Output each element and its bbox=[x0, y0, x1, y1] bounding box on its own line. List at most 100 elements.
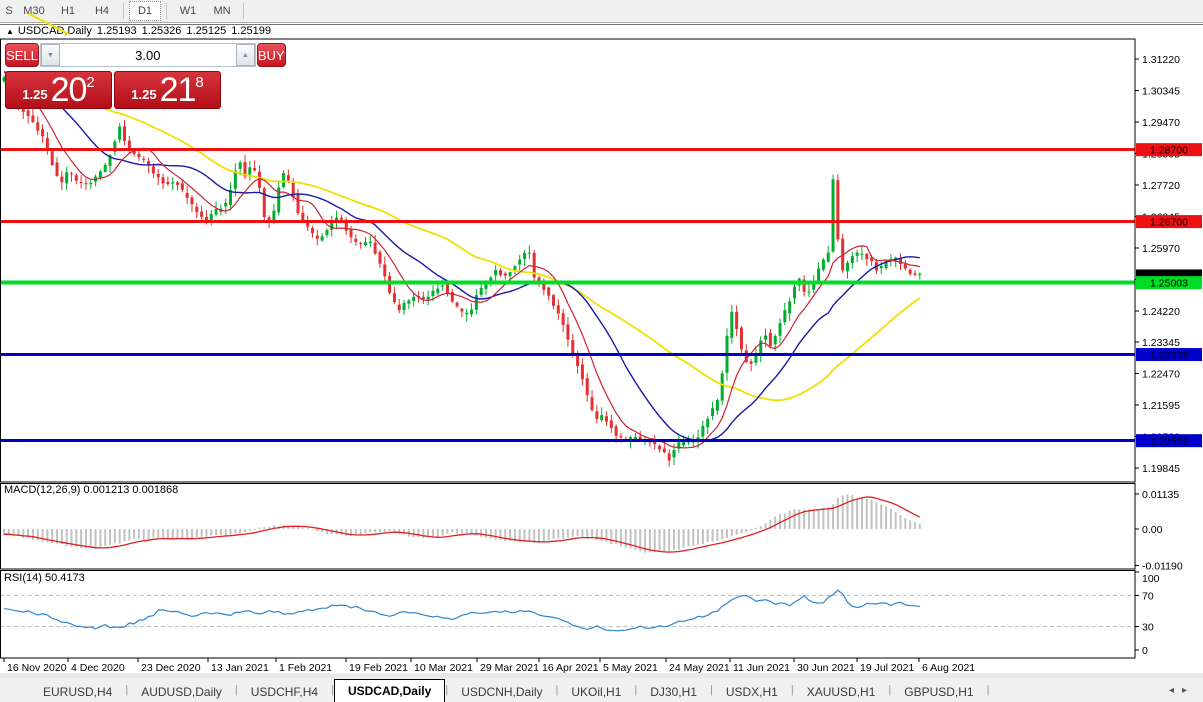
chart-symbol-title: USDCAD,Daily bbox=[17, 25, 92, 37]
macd-signal-line bbox=[3, 496, 921, 553]
y-axis-tick-label: 1.27720 bbox=[1142, 180, 1180, 192]
tab-eurusd-h4[interactable]: EURUSD,H4 bbox=[43, 685, 113, 699]
timeframe-button-h4[interactable]: H4 bbox=[94, 5, 110, 17]
toolbar-separator bbox=[123, 3, 124, 19]
macd-tick-label: 0.01135 bbox=[1142, 489, 1179, 501]
x-axis-date-label: 6 Aug 2021 bbox=[922, 662, 975, 674]
chevron-up-icon: ▲ bbox=[241, 51, 249, 59]
macd-tick-label: 0.00 bbox=[1142, 524, 1163, 536]
sell-price-big: 20 bbox=[50, 71, 88, 109]
collapse-icon[interactable]: ▲ bbox=[6, 27, 14, 36]
y-axis-tick-label: 1.31220 bbox=[1142, 54, 1180, 66]
x-axis-date-label: 24 May 2021 bbox=[669, 662, 730, 674]
price-level-label bbox=[1136, 276, 1202, 290]
x-axis-date-label: 11 Jun 2021 bbox=[733, 662, 790, 674]
ma-fast-line bbox=[3, 70, 920, 449]
rsi-tick-label: 70 bbox=[1142, 590, 1154, 602]
tab-scroll-left-icon[interactable]: ◂ bbox=[1168, 685, 1182, 696]
rsi-tick-label: 100 bbox=[1142, 573, 1160, 585]
ma-medium-line bbox=[3, 71, 920, 442]
timeframe-button-mn[interactable]: MN bbox=[213, 5, 231, 17]
tab-separator: | bbox=[986, 684, 990, 696]
x-axis-date-label: 4 Dec 2020 bbox=[71, 662, 125, 674]
tab-separator: | bbox=[331, 684, 334, 696]
panel-border bbox=[0, 38, 1136, 483]
y-axis-tick-label: 1.23345 bbox=[1142, 337, 1180, 349]
tab-usdx-h1[interactable]: USDX,H1 bbox=[725, 685, 778, 699]
tab-separator: | bbox=[634, 684, 638, 696]
volume-increase-button[interactable]: ▲ bbox=[235, 44, 255, 66]
price-level-label bbox=[1136, 434, 1202, 448]
volume-decrease-button[interactable]: ▼ bbox=[40, 44, 60, 66]
toolbar-separator bbox=[166, 3, 167, 19]
rsi-line bbox=[3, 589, 920, 632]
y-axis-tick-label: 1.25970 bbox=[1142, 243, 1180, 255]
tab-dj30-h1[interactable]: DJ30,H1 bbox=[650, 685, 697, 699]
price-level-label-text: 1.20609 bbox=[1150, 436, 1188, 448]
rsi-indicator-label: RSI(14) 50.4173 bbox=[4, 572, 85, 584]
volume-spinner: ▼ ▲ bbox=[39, 43, 256, 67]
rsi-tick-label: 30 bbox=[1142, 622, 1154, 634]
tab-separator: | bbox=[888, 684, 892, 696]
price-level-label bbox=[1136, 143, 1202, 157]
y-axis-tick-label: 1.30345 bbox=[1142, 85, 1180, 97]
tab-gbpusd-h1[interactable]: GBPUSD,H1 bbox=[904, 685, 974, 699]
sell-price-quote[interactable]: 1.25 20 2 bbox=[5, 71, 112, 109]
x-axis-date-label: 13 Jan 2021 bbox=[211, 662, 269, 674]
x-axis-date-label: 16 Nov 2020 bbox=[7, 662, 67, 674]
tab-xauusd-h1[interactable]: XAUUSD,H1 bbox=[806, 685, 876, 699]
price-level-label-text: 1.28700 bbox=[1150, 145, 1188, 157]
tab-usdcnh-daily[interactable]: USDCNH,Daily bbox=[461, 685, 543, 699]
macd-layer bbox=[3, 494, 921, 553]
buy-price-quote[interactable]: 1.25 21 8 bbox=[114, 71, 221, 109]
timeframe-button-m30[interactable]: M30 bbox=[23, 5, 45, 17]
tab-audusd-daily[interactable]: AUDUSD,Daily bbox=[141, 685, 222, 699]
x-axis-date-label: 29 Mar 2021 bbox=[480, 662, 539, 674]
x-axis-date-label: 10 Mar 2021 bbox=[414, 662, 473, 674]
x-axis-date-label: 23 Dec 2020 bbox=[141, 662, 201, 674]
tab-scroll-right-icon[interactable]: ▸ bbox=[1181, 685, 1195, 696]
buy-price-pip: 8 bbox=[195, 74, 204, 91]
timeframe-button-s[interactable]: S bbox=[5, 5, 13, 17]
timeframe-button-w1[interactable]: W1 bbox=[179, 5, 197, 17]
buy-button[interactable]: BUY bbox=[256, 43, 286, 67]
chart-canvas[interactable]: 1.312201.303451.294701.285951.277201.268… bbox=[0, 38, 1203, 678]
tab-separator: | bbox=[555, 684, 559, 696]
price-level-label-text: 1.25003 bbox=[1150, 278, 1188, 290]
buy-price-big: 21 bbox=[159, 71, 197, 109]
chart-tab-bar: EURUSD,H4 | AUDUSD,Daily | USDCHF,H4 | USDCAD,… bbox=[0, 677, 1203, 702]
x-axis-date-label: 16 Apr 2021 bbox=[542, 662, 599, 674]
chart-window: ▲ USDCAD,Daily 1.25193 1.25326 1.25125 1.2519… bbox=[0, 12, 1203, 678]
rsi-tick-label: 0 bbox=[1142, 645, 1148, 657]
x-axis-date-label: 30 Jun 2021 bbox=[797, 662, 855, 674]
sell-button[interactable]: SELL bbox=[5, 43, 39, 67]
timeframe-button-d1[interactable]: D1 bbox=[129, 1, 161, 21]
ohlc-high: 1.25326 bbox=[141, 25, 182, 37]
tab-separator: | bbox=[445, 684, 449, 696]
tab-usdchf-h4[interactable]: USDCHF,H4 bbox=[250, 685, 319, 699]
sell-price-pip: 2 bbox=[86, 74, 95, 91]
y-axis-tick-label: 1.19845 bbox=[1142, 463, 1180, 475]
x-axis-date-label: 1 Feb 2021 bbox=[279, 662, 332, 674]
x-axis-date-label: 19 Feb 2021 bbox=[349, 662, 408, 674]
chart-header: ▲ USDCAD,Daily 1.25193 1.25326 1.25125 1.2519… bbox=[0, 12, 1203, 38]
panel-border bbox=[0, 483, 1136, 570]
macd-tick-label: -0.01190 bbox=[1142, 561, 1183, 573]
price-level-label-text: 1.26700 bbox=[1150, 217, 1188, 229]
price-level-label-text: 1.23003 bbox=[1150, 350, 1188, 362]
toolbar-separator bbox=[243, 3, 244, 19]
timeframe-toolbar: S M30 H1 H4 D1 W1 MN bbox=[0, 0, 1203, 23]
y-axis-tick-label: 1.22470 bbox=[1142, 369, 1180, 381]
tab-usdcad-daily[interactable]: USDCAD,Daily bbox=[333, 679, 446, 702]
tab-ukoil-h1[interactable]: UKOil,H1 bbox=[571, 685, 622, 699]
candles-layer bbox=[2, 73, 922, 467]
volume-input[interactable] bbox=[59, 44, 236, 66]
y-axis-tick-label: 1.29470 bbox=[1142, 117, 1180, 129]
macd-indicator-label: MACD(12,26,9) 0.001213 0.001868 bbox=[4, 484, 179, 496]
timeframe-button-h1[interactable]: H1 bbox=[60, 5, 76, 17]
ohlc-low: 1.25125 bbox=[186, 25, 227, 37]
tab-separator: | bbox=[234, 684, 238, 696]
ma-slow-line bbox=[3, 71, 921, 402]
